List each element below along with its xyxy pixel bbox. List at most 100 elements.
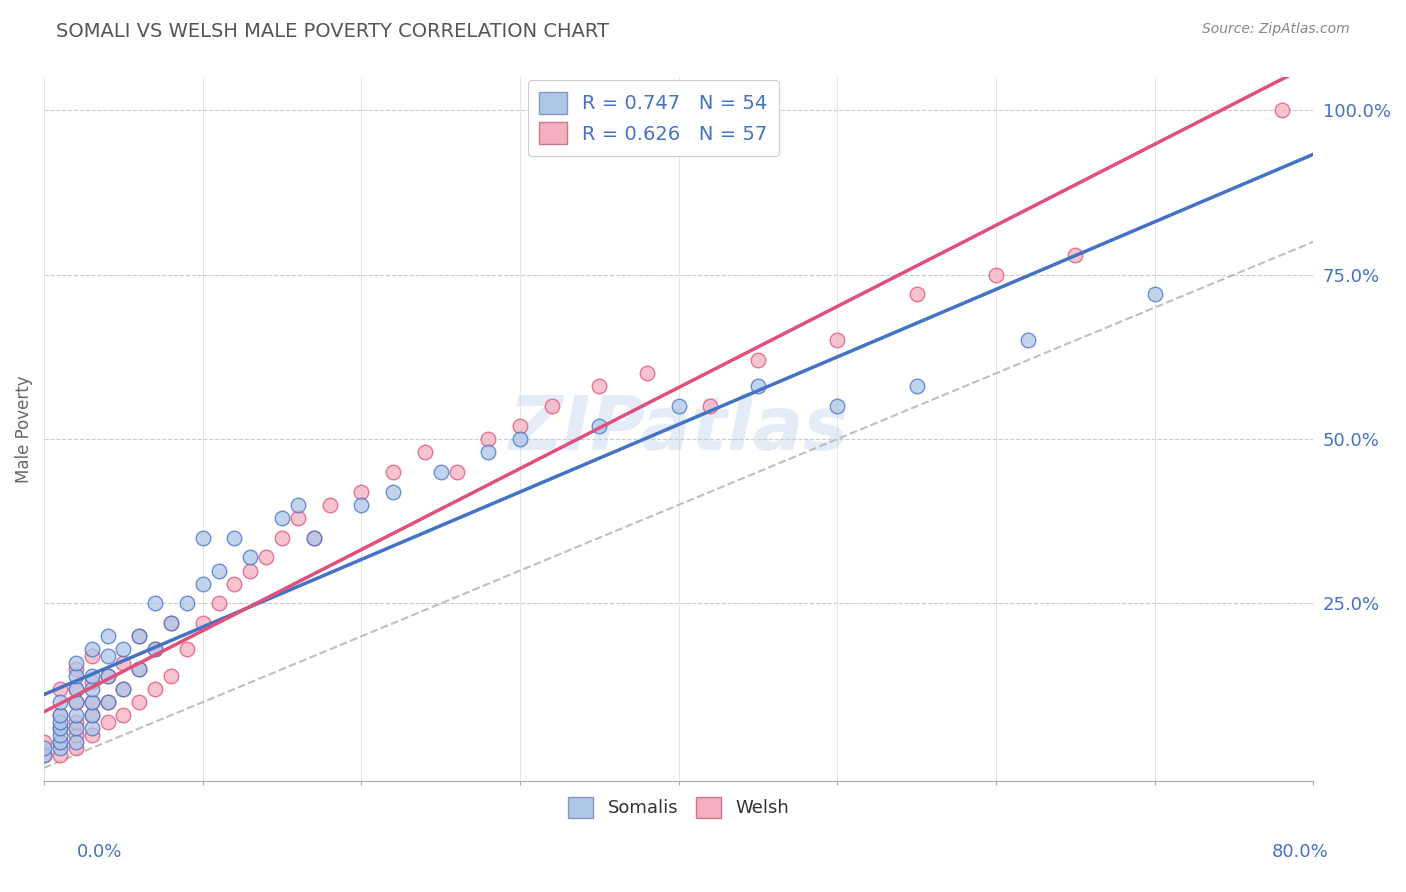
- Text: 80.0%: 80.0%: [1272, 843, 1329, 861]
- Point: [49, 695, 72, 709]
- Point: [287, 511, 309, 525]
- Point: [97, 629, 120, 643]
- Point: [49, 741, 72, 756]
- Text: 0.0%: 0.0%: [77, 843, 122, 861]
- Point: [176, 642, 198, 657]
- Point: [32, 747, 55, 762]
- Point: [80, 708, 103, 723]
- Point: [112, 656, 135, 670]
- Point: [112, 642, 135, 657]
- Legend: Somalis, Welsh: Somalis, Welsh: [561, 789, 797, 825]
- Point: [143, 642, 166, 657]
- Point: [143, 597, 166, 611]
- Point: [65, 681, 87, 696]
- Point: [65, 681, 87, 696]
- Point: [80, 695, 103, 709]
- Point: [747, 379, 769, 393]
- Point: [302, 531, 325, 545]
- Point: [446, 465, 468, 479]
- Point: [65, 662, 87, 676]
- Point: [65, 669, 87, 683]
- Point: [97, 648, 120, 663]
- Point: [350, 498, 373, 512]
- Point: [112, 681, 135, 696]
- Point: [80, 722, 103, 736]
- Point: [80, 728, 103, 742]
- Point: [905, 379, 928, 393]
- Point: [636, 367, 658, 381]
- Point: [80, 648, 103, 663]
- Point: [509, 418, 531, 433]
- Point: [905, 287, 928, 301]
- Point: [350, 484, 373, 499]
- Point: [97, 669, 120, 683]
- Point: [97, 695, 120, 709]
- Point: [1064, 248, 1087, 262]
- Point: [429, 465, 451, 479]
- Point: [65, 656, 87, 670]
- Point: [49, 708, 72, 723]
- Point: [509, 432, 531, 446]
- Point: [97, 695, 120, 709]
- Point: [699, 399, 721, 413]
- Point: [128, 695, 150, 709]
- Point: [239, 550, 262, 565]
- Point: [160, 616, 183, 631]
- Point: [49, 722, 72, 736]
- Point: [176, 597, 198, 611]
- Point: [80, 675, 103, 690]
- Point: [224, 531, 246, 545]
- Point: [827, 399, 849, 413]
- Point: [128, 662, 150, 676]
- Point: [49, 708, 72, 723]
- Point: [302, 531, 325, 545]
- Point: [80, 708, 103, 723]
- Point: [413, 445, 436, 459]
- Point: [80, 681, 103, 696]
- Point: [143, 642, 166, 657]
- Point: [97, 714, 120, 729]
- Point: [207, 597, 229, 611]
- Point: [271, 531, 294, 545]
- Point: [65, 695, 87, 709]
- Point: [49, 747, 72, 762]
- Point: [128, 629, 150, 643]
- Point: [239, 564, 262, 578]
- Text: SOMALI VS WELSH MALE POVERTY CORRELATION CHART: SOMALI VS WELSH MALE POVERTY CORRELATION…: [56, 22, 609, 41]
- Point: [588, 379, 610, 393]
- Point: [65, 734, 87, 748]
- Y-axis label: Male Poverty: Male Poverty: [15, 376, 32, 483]
- Point: [80, 669, 103, 683]
- Point: [191, 531, 214, 545]
- Point: [49, 734, 72, 748]
- Point: [65, 741, 87, 756]
- Point: [160, 669, 183, 683]
- Point: [160, 616, 183, 631]
- Point: [540, 399, 562, 413]
- Point: [191, 576, 214, 591]
- Point: [32, 734, 55, 748]
- Point: [80, 695, 103, 709]
- Point: [477, 432, 499, 446]
- Point: [191, 616, 214, 631]
- Point: [1017, 334, 1039, 348]
- Point: [65, 728, 87, 742]
- Point: [224, 576, 246, 591]
- Point: [49, 734, 72, 748]
- Point: [128, 629, 150, 643]
- Point: [287, 498, 309, 512]
- Point: [32, 747, 55, 762]
- Point: [318, 498, 340, 512]
- Point: [827, 334, 849, 348]
- Point: [49, 728, 72, 742]
- Point: [984, 268, 1007, 282]
- Point: [1270, 103, 1292, 118]
- Point: [128, 662, 150, 676]
- Point: [49, 722, 72, 736]
- Point: [65, 722, 87, 736]
- Point: [1143, 287, 1166, 301]
- Point: [668, 399, 690, 413]
- Point: [49, 714, 72, 729]
- Point: [271, 511, 294, 525]
- Point: [747, 353, 769, 368]
